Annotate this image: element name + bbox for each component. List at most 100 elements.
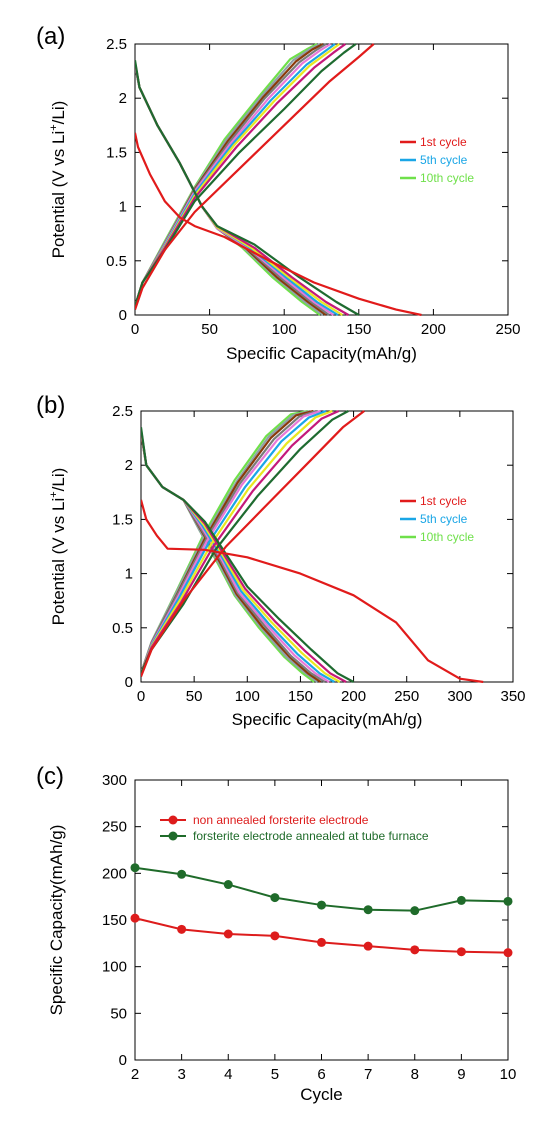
data-point [317, 900, 326, 910]
plot-frame [140, 410, 514, 683]
x-axis-title: Cycle [300, 1085, 343, 1104]
curve-cycle-7-charge [141, 410, 317, 674]
y-tick-label: 2 [119, 90, 127, 107]
data-point [317, 937, 326, 947]
legend-marker [168, 815, 178, 825]
x-tick-label: 0 [131, 321, 139, 338]
x-tick-label: 50 [201, 321, 218, 338]
curve-cycle-2-charge [135, 43, 357, 307]
legend-label: 5th cycle [420, 512, 468, 526]
chart-panel-3: (c)2 3 4 5 6 7 8 9 10050100150200250300CycleSpec… [36, 763, 516, 1104]
y-tick-label: 50 [110, 1005, 127, 1022]
y-axis-title: Potential (V vs Li+/Li) [48, 101, 68, 259]
curve-cycle-1-charge [141, 410, 365, 678]
x-tick-label: 2 [131, 1066, 139, 1083]
legend-label: 10th cycle [420, 530, 474, 544]
x-tick-label: 50 [186, 688, 203, 705]
legend-label: 5th cycle [420, 153, 468, 167]
data-point [410, 906, 420, 916]
x-tick-label: 8 [411, 1066, 419, 1083]
chart-panel-1: (a) 0 50 100 150 200 250 0 0.5 1 1.5 2 2.5 Specific C… [36, 23, 521, 363]
x-tick-label: 150 [288, 688, 313, 705]
y-tick-label: 1 [125, 566, 133, 583]
x-tick-label: 4 [224, 1066, 232, 1083]
curve-cycle-9-charge [141, 410, 311, 674]
x-tick-label: 200 [341, 688, 366, 705]
x-tick-label: 300 [447, 688, 472, 705]
data-point [130, 913, 140, 923]
y-tick-label: 0.5 [112, 620, 133, 637]
y-tick-label: 100 [102, 959, 127, 976]
data-point [270, 931, 280, 941]
y-tick-label: 1 [119, 199, 127, 216]
curve-cycle-10-charge [135, 43, 318, 307]
y-tick-label: 300 [102, 772, 127, 789]
y-axis-title: Potential (V vs Li+/Li) [48, 468, 68, 626]
y-tick-label: 2 [125, 457, 133, 474]
curve-cycle-5-discharge [135, 63, 339, 316]
y-tick-label: 0 [125, 674, 133, 691]
legend-label: 10th cycle [420, 171, 474, 185]
x-tick-label: 10 [500, 1066, 517, 1083]
curve-cycle-4-charge [141, 410, 333, 674]
y-tick-label: 1.5 [112, 511, 133, 528]
legend-marker [168, 831, 178, 841]
curve-cycle-5-charge [135, 43, 336, 307]
x-tick-label: 100 [235, 688, 260, 705]
panel-label: (c) [36, 763, 64, 790]
x-tick-label: 5 [271, 1066, 279, 1083]
x-tick-label: 250 [394, 688, 419, 705]
x-tick-label: 0 [137, 688, 145, 705]
data-point [223, 880, 233, 890]
curve-cycle-3-discharge [135, 62, 349, 316]
data-point [410, 945, 420, 955]
data-point [456, 947, 466, 957]
x-tick-label: 200 [421, 321, 446, 338]
chart-panel-2: (b) 0 50 100 150 200 250 300 350 0 0.5 1 1.5 2 2.5 Spec… [36, 392, 526, 729]
data-point [223, 929, 233, 939]
series-line-1 [134, 917, 509, 954]
curve-cycle-3-charge [135, 43, 347, 307]
x-tick-label: 100 [272, 321, 297, 338]
x-tick-label: 7 [364, 1066, 372, 1083]
curve-cycle-2-charge [141, 410, 349, 674]
data-point [177, 924, 187, 934]
curve-cycle-2-discharge [135, 60, 360, 316]
y-tick-label: 250 [102, 819, 127, 836]
y-tick-label: 2.5 [112, 403, 133, 420]
curve-cycle-8-charge [135, 43, 324, 307]
x-axis-title: Specific Capacity(mAh/g) [226, 344, 417, 363]
y-tick-label: 150 [102, 912, 127, 929]
x-axis-title: Specific Capacity(mAh/g) [232, 710, 423, 729]
panel-label: (b) [36, 392, 65, 419]
y-tick-label: 0.5 [106, 253, 127, 270]
curve-cycle-3-charge [141, 410, 340, 674]
legend-label: 1st cycle [420, 494, 467, 508]
y-tick-label: 200 [102, 865, 127, 882]
x-tick-label: 9 [457, 1066, 465, 1083]
curve-cycle-1-charge [135, 43, 375, 310]
x-tick-label: 350 [500, 688, 525, 705]
curve-cycle-1-discharge [141, 499, 484, 683]
curve-cycle-1-discharge [135, 132, 422, 316]
data-point [363, 905, 373, 915]
data-point [503, 896, 513, 906]
y-tick-label: 0 [119, 307, 127, 324]
x-tick-label: 250 [495, 321, 520, 338]
x-tick-label: 6 [317, 1066, 325, 1083]
y-tick-label: 1.5 [106, 144, 127, 161]
legend-label: non annealed forsterite electrode [193, 813, 369, 827]
x-tick-label: 150 [346, 321, 371, 338]
data-point [177, 869, 187, 879]
data-point [363, 941, 373, 951]
data-point [503, 948, 513, 958]
panel-label: (a) [36, 23, 65, 50]
data-point [130, 863, 140, 873]
curves [141, 410, 484, 683]
x-tick-label: 3 [177, 1066, 185, 1083]
curve-cycle-9-discharge [135, 65, 324, 316]
legend-label: forsterite electrode annealed at tube fu… [193, 829, 429, 843]
curve-cycle-8-discharge [135, 64, 327, 316]
y-axis-title: Specific Capacity(mAh/g) [47, 825, 66, 1016]
